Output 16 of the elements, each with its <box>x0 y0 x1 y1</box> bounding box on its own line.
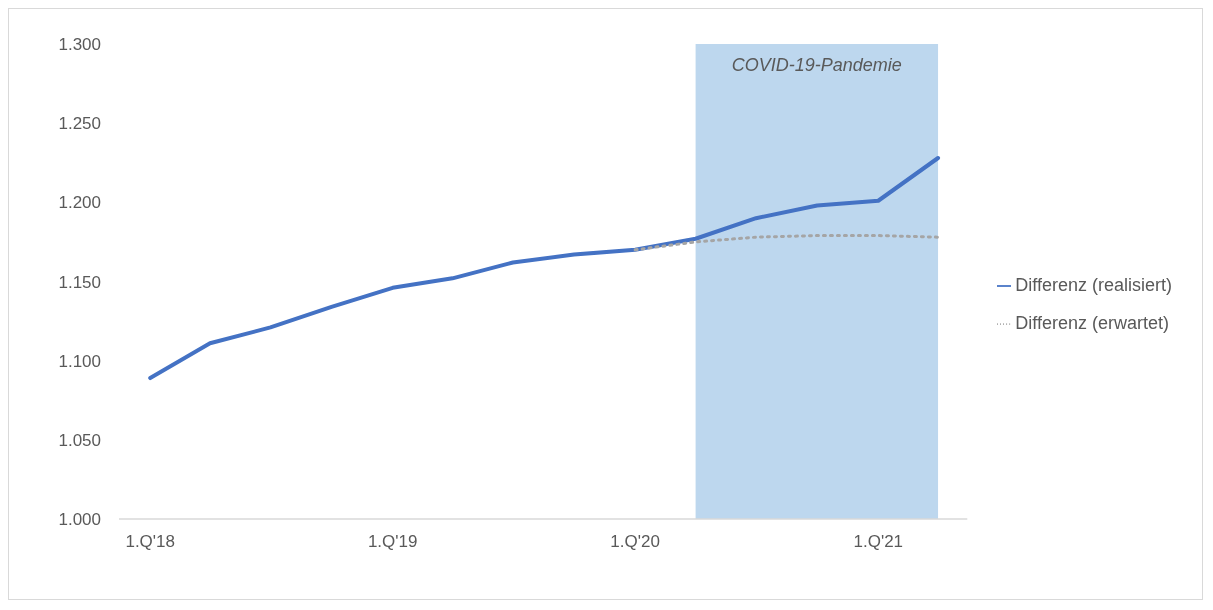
y-tick-label: 1.000 <box>58 510 101 530</box>
x-tick-label: 1.Q'20 <box>610 532 660 552</box>
x-tick-label: 1.Q'21 <box>853 532 904 552</box>
line-series <box>633 234 940 252</box>
legend-label: Differenz (realisiert) <box>1015 275 1172 295</box>
y-tick-label: 1.200 <box>58 193 101 213</box>
legend-label: Differenz (erwartet) <box>1015 313 1169 333</box>
y-tick-label: 1.300 <box>58 35 101 55</box>
line-series <box>148 156 941 381</box>
x-tick-label: 1.Q'18 <box>125 532 175 552</box>
x-tick-label: 1.Q'19 <box>367 532 418 552</box>
y-tick-label: 1.250 <box>58 114 101 134</box>
y-tick-label: 1.150 <box>58 272 101 292</box>
band-label: COVID-19-Pandemie <box>731 54 902 75</box>
y-tick-label: 1.050 <box>58 430 101 450</box>
y-tick-label: 1.100 <box>58 351 101 371</box>
